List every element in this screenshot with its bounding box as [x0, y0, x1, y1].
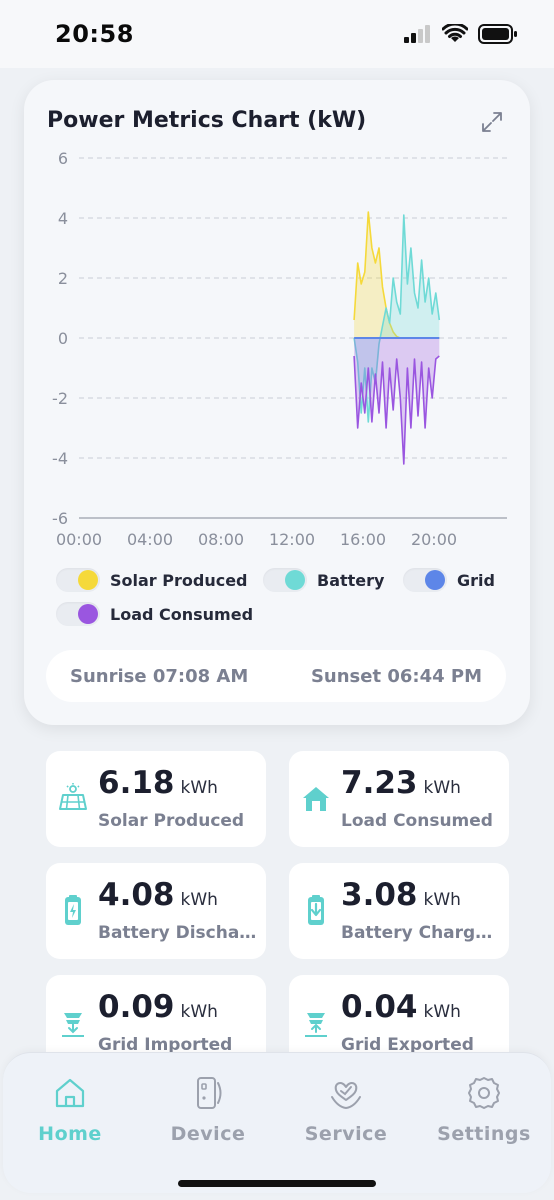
stat-label: Battery Discha… — [98, 923, 257, 943]
tab-device[interactable]: Device — [143, 1075, 273, 1145]
service-icon — [331, 1082, 361, 1110]
y-tick-label: 0 — [58, 329, 68, 348]
status-icons — [404, 24, 518, 44]
stat-value: 7.23 — [341, 765, 418, 801]
sunrise-text: Sunrise 07:08 AM — [70, 665, 249, 687]
y-tick-label: -6 — [52, 509, 68, 528]
legend-label: Grid — [457, 570, 495, 590]
legend-grid[interactable]: Grid — [403, 568, 495, 592]
x-tick-label: 04:00 — [127, 530, 173, 549]
x-tick-label: 00:00 — [56, 530, 102, 549]
stat-value: 0.04 — [341, 989, 418, 1025]
stat-value: 4.08 — [98, 877, 175, 913]
stat-label: Load Consumed — [341, 811, 493, 831]
legend-battery[interactable]: Battery — [263, 568, 384, 592]
sun-times-bar: Sunrise 07:08 AM Sunset 06:44 PM — [46, 650, 506, 702]
grid-toggle[interactable] — [403, 568, 447, 592]
x-tick-label: 20:00 — [411, 530, 457, 549]
stat-unit: kWh — [423, 1002, 461, 1022]
stat-value-row: 0.09 kWh — [98, 989, 218, 1025]
expand-icon[interactable] — [480, 110, 504, 134]
x-tick-label: 12:00 — [269, 530, 315, 549]
tab-home[interactable]: Home — [5, 1075, 135, 1145]
legend-label: Load Consumed — [110, 604, 254, 624]
tab-label: Device — [170, 1123, 246, 1145]
stat-value-row: 6.18 kWh — [98, 765, 218, 801]
tab-label: Settings — [437, 1123, 531, 1145]
solar-toggle[interactable] — [56, 568, 100, 592]
stat-value-row: 0.04 kWh — [341, 989, 461, 1025]
stat-unit: kWh — [423, 890, 461, 910]
stat-value: 0.09 — [98, 989, 175, 1025]
signal-icon — [404, 25, 430, 43]
house-icon — [303, 787, 329, 811]
home-indicator — [178, 1180, 376, 1187]
power-metrics-card: Power Metrics Chart (kW) 6 4 2 0 -2 -4 -6 00:00… — [24, 80, 530, 725]
tab-settings[interactable]: Settings — [419, 1075, 549, 1145]
tab-label: Home — [38, 1123, 102, 1145]
solar-panel-icon — [59, 783, 87, 810]
home-icon — [55, 1078, 85, 1108]
y-tick-label: -4 — [52, 449, 68, 468]
y-tick-label: 4 — [58, 209, 68, 228]
status-time: 20:58 — [55, 20, 134, 48]
series-area-load-consumed — [354, 338, 440, 464]
stat-unit: kWh — [180, 778, 218, 798]
series-area-battery — [354, 215, 440, 422]
device-icon — [197, 1077, 222, 1109]
stat-card-battery-discharged[interactable]: 4.08 kWh Battery Discha… — [46, 863, 266, 959]
x-tick-label: 16:00 — [340, 530, 386, 549]
stat-card-load-consumed[interactable]: 7.23 kWh Load Consumed — [289, 751, 509, 847]
stat-card-battery-charged[interactable]: 3.08 kWh Battery Charg… — [289, 863, 509, 959]
legend-label: Battery — [317, 570, 385, 590]
stat-label: Battery Charg… — [341, 923, 493, 943]
series-area-solar-produced — [354, 212, 440, 338]
stat-unit: kWh — [180, 1002, 218, 1022]
stat-unit: kWh — [180, 890, 218, 910]
gear-icon — [468, 1077, 500, 1109]
battery-toggle[interactable] — [263, 568, 307, 592]
bottom-tab-bar: Home Device Service Settings — [3, 1052, 551, 1193]
stat-unit: kWh — [423, 778, 461, 798]
legend-label: Solar Produced — [110, 570, 248, 590]
stat-value-row: 4.08 kWh — [98, 877, 218, 913]
y-tick-label: -2 — [52, 389, 68, 408]
legend-solar-produced[interactable]: Solar Produced — [56, 568, 248, 592]
tab-label: Service — [304, 1123, 388, 1145]
grid-import-icon — [62, 1013, 84, 1037]
stat-value: 6.18 — [98, 765, 175, 801]
stat-value-row: 7.23 kWh — [341, 765, 461, 801]
stat-label: Solar Produced — [98, 811, 245, 831]
load-toggle[interactable] — [56, 602, 100, 626]
stat-card-solar-produced[interactable]: 6.18 kWh Solar Produced — [46, 751, 266, 847]
tab-service[interactable]: Service — [281, 1075, 411, 1145]
status-bar: 20:58 — [0, 0, 554, 70]
wifi-icon — [442, 24, 468, 42]
grid-export-icon — [305, 1013, 327, 1037]
sunset-text: Sunset 06:44 PM — [310, 665, 482, 687]
y-tick-label: 6 — [58, 149, 68, 168]
stat-value-row: 3.08 kWh — [341, 877, 461, 913]
battery-status-icon — [478, 24, 517, 44]
chart-title: Power Metrics Chart (kW) — [47, 108, 367, 133]
battery-discharge-icon — [65, 895, 81, 925]
x-tick-label: 08:00 — [198, 530, 244, 549]
stat-value: 3.08 — [341, 877, 418, 913]
power-metrics-chart: 6 4 2 0 -2 -4 -6 00:00 04:00 08:00 12:00 16:00 20:00 — [52, 149, 507, 549]
y-tick-label: 2 — [58, 269, 68, 288]
series-line-load-consumed — [353, 355, 440, 465]
legend-load-consumed[interactable]: Load Consumed — [56, 602, 253, 626]
battery-charge-icon — [308, 895, 324, 925]
series-line-battery — [353, 214, 441, 423]
